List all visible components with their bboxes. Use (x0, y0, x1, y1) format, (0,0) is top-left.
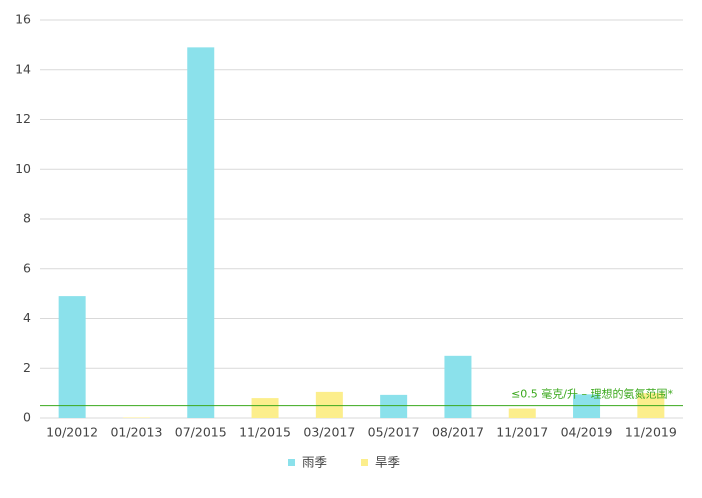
bar (380, 394, 408, 418)
legend-label: 旱季 (375, 455, 401, 470)
x-tick-label: 11/2015 (239, 425, 291, 440)
bar (315, 391, 343, 418)
bar (58, 296, 86, 418)
legend-swatch (288, 459, 295, 466)
x-tick-label: 05/2017 (368, 425, 420, 440)
reference-label: ≤0.5 毫克/升 – 理想的氨氮范围* (511, 387, 673, 401)
x-tick-label: 11/2019 (625, 425, 677, 440)
x-tick-label: 07/2015 (175, 425, 227, 440)
y-tick-label: 0 (23, 410, 31, 425)
x-tick-label: 01/2013 (110, 425, 162, 440)
y-tick-label: 14 (15, 61, 31, 76)
legend-label: 雨季 (302, 455, 328, 470)
x-tick-label: 10/2012 (46, 425, 98, 440)
y-tick-label: 10 (15, 161, 31, 176)
x-tick-label: 03/2017 (303, 425, 355, 440)
x-tick-label: 04/2019 (561, 425, 613, 440)
x-tick-label: 08/2017 (432, 425, 484, 440)
bar (251, 398, 279, 418)
legend-swatch (361, 459, 368, 466)
y-tick-label: 8 (23, 211, 31, 226)
x-tick-label: 11/2017 (496, 425, 548, 440)
y-tick-label: 2 (23, 360, 31, 375)
bar (508, 408, 536, 418)
y-tick-label: 12 (15, 111, 31, 126)
y-tick-label: 6 (23, 260, 31, 275)
bar (187, 47, 215, 419)
y-tick-label: 16 (15, 12, 31, 27)
bar (573, 394, 601, 418)
bar (444, 355, 472, 418)
y-tick-label: 4 (23, 310, 31, 325)
